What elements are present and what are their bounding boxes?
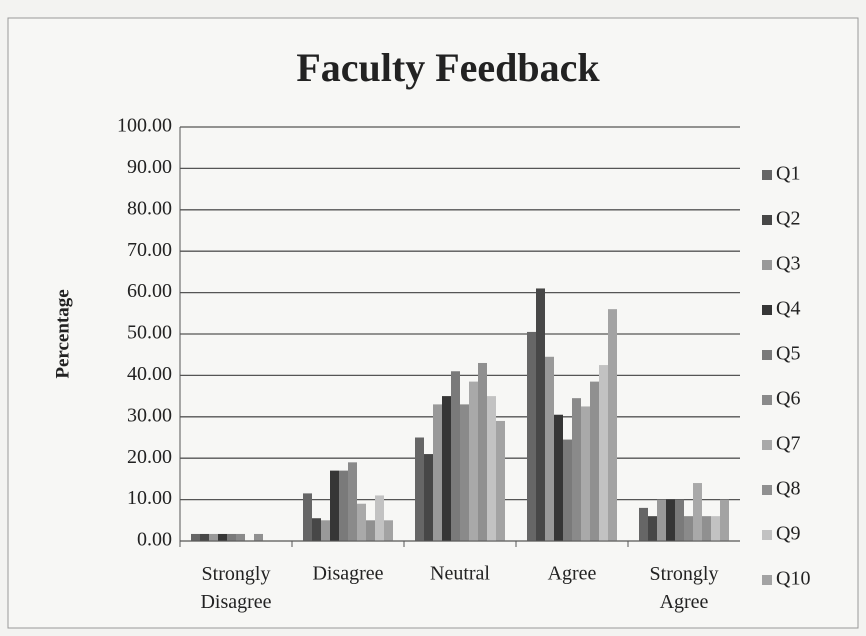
bar: [254, 533, 263, 541]
y-tick-label: 20.00: [127, 446, 172, 468]
legend-label: Q8: [776, 478, 800, 500]
bar: [684, 516, 693, 541]
bar: [433, 404, 442, 541]
bar: [442, 396, 451, 541]
legend-swatch: [762, 575, 772, 585]
bar: [330, 470, 339, 541]
bar: [384, 520, 393, 541]
legend-swatch: [762, 440, 772, 450]
legend-label: Q2: [776, 208, 800, 230]
bar: [200, 533, 209, 541]
bar: [487, 396, 496, 541]
legend-swatch: [762, 260, 772, 270]
y-tick-label: 40.00: [127, 363, 172, 385]
bar: [545, 356, 554, 541]
bar: [581, 406, 590, 541]
bar: [357, 503, 366, 541]
y-tick-label: 0.00: [137, 529, 172, 551]
y-tick-label: 100.00: [117, 115, 172, 137]
y-tick-label: 30.00: [127, 404, 172, 426]
legend-swatch: [762, 350, 772, 360]
legend-swatch: [762, 485, 772, 495]
bar: [209, 533, 218, 541]
bar: [639, 507, 648, 541]
bar: [572, 398, 581, 541]
bar: [366, 520, 375, 541]
bar: [375, 495, 384, 541]
legend-swatch: [762, 395, 772, 405]
bar: [415, 437, 424, 541]
legend-swatch: [762, 215, 772, 225]
bar: [608, 309, 617, 541]
bar: [648, 516, 657, 541]
bar: [451, 371, 460, 541]
x-tick-label: Disagree: [312, 563, 383, 585]
legend-label: Q9: [776, 523, 800, 545]
x-tick-label: Neutral: [430, 563, 490, 585]
bar: [657, 499, 666, 541]
bar: [424, 454, 433, 541]
bar: [711, 516, 720, 541]
x-tick-label: Agree: [548, 563, 597, 585]
bar: [348, 462, 357, 541]
y-tick-label: 50.00: [127, 322, 172, 344]
y-axis-title: Percentage: [52, 289, 73, 378]
legend-label: Q3: [776, 253, 800, 275]
bar: [720, 499, 729, 541]
bar: [496, 420, 505, 541]
x-tick-label: Strongly Agree: [650, 563, 719, 613]
legend-label: Q1: [776, 163, 800, 185]
legend-label: Q10: [776, 568, 810, 590]
legend-swatch: [762, 305, 772, 315]
bar: [702, 516, 711, 541]
bar: [563, 439, 572, 541]
bar: [478, 362, 487, 541]
x-tick-label: Strongly Disagree: [200, 563, 271, 613]
legend-label: Q6: [776, 388, 800, 410]
bar: [218, 533, 227, 541]
legend-label: Q4: [776, 298, 800, 320]
bar: [191, 533, 200, 541]
bar: [693, 483, 702, 541]
bar: [303, 493, 312, 541]
chart-title: Faculty Feedback: [296, 45, 600, 90]
y-tick-label: 60.00: [127, 280, 172, 302]
bar: [527, 331, 536, 541]
legend-label: Q5: [776, 343, 800, 365]
bar: [554, 414, 563, 541]
bar: [469, 381, 478, 541]
bar: [599, 365, 608, 541]
bar: [590, 381, 599, 541]
bar: [339, 470, 348, 541]
bar: [536, 288, 545, 541]
y-tick-label: 80.00: [127, 197, 172, 219]
bar: [312, 518, 321, 541]
bar: [460, 404, 469, 541]
y-tick-label: 90.00: [127, 156, 172, 178]
bar: [321, 520, 330, 541]
legend-swatch: [762, 530, 772, 540]
bar: [227, 533, 236, 541]
bar: [236, 533, 245, 541]
bar: [675, 499, 684, 541]
y-tick-label: 10.00: [127, 487, 172, 509]
bar: [666, 499, 675, 541]
legend-swatch: [762, 170, 772, 180]
legend-label: Q7: [776, 433, 800, 455]
y-tick-label: 70.00: [127, 239, 172, 261]
